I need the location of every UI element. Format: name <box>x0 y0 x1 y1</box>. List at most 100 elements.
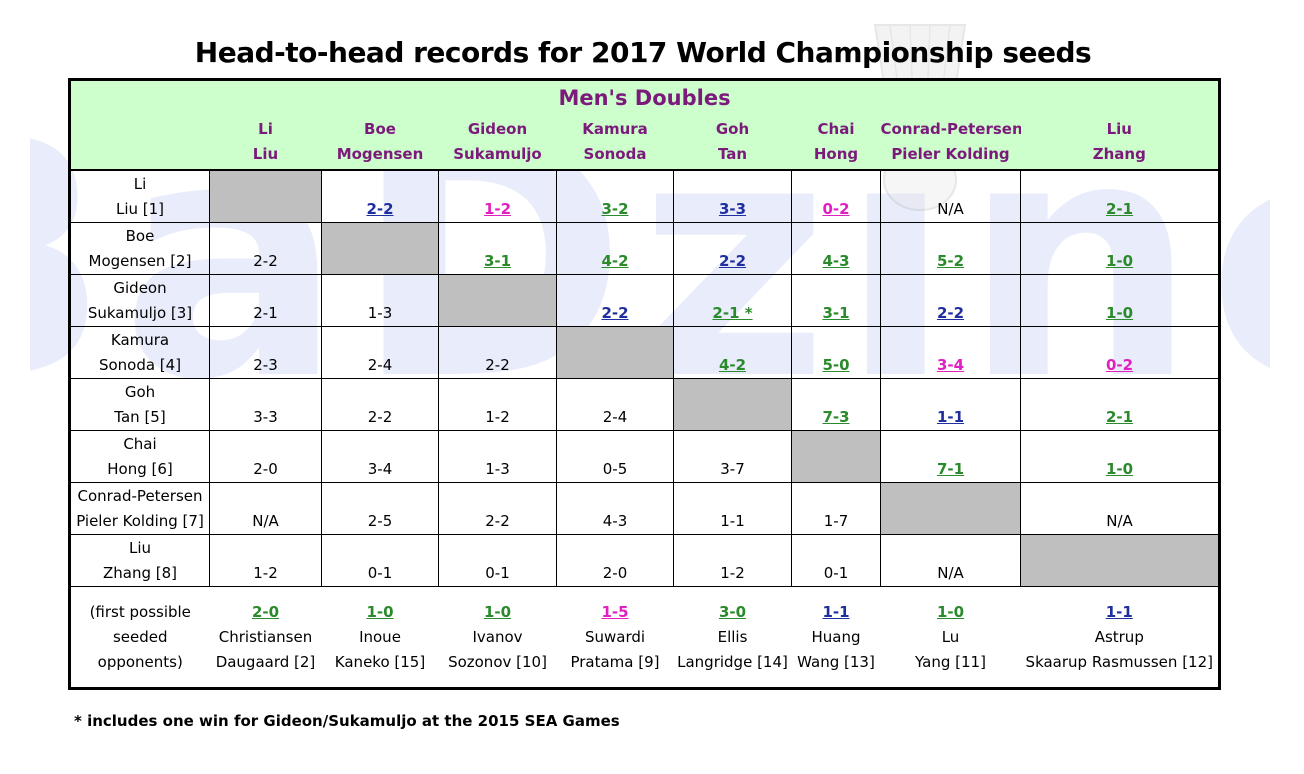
record-value: 5-2 <box>936 252 965 270</box>
cell-line: Goh <box>124 382 156 401</box>
cell-line: Liu [1] <box>115 199 165 218</box>
cell-line: Pratama [9] <box>570 652 660 671</box>
record-cell: 2-2 <box>209 222 322 275</box>
record-value: N/A <box>937 564 964 582</box>
cell-line: Ellis <box>717 627 748 646</box>
record-cell: 4-3 <box>791 222 881 275</box>
cell-line: Suwardi <box>584 627 646 646</box>
record-cell: 1-1 <box>880 378 1021 431</box>
record-value: 0-2 <box>1105 356 1134 374</box>
cell-line: Inoue <box>359 627 401 646</box>
cell-line: Li <box>258 120 273 138</box>
record-value: 2-1 * <box>712 304 753 322</box>
record-cell: 0-1 <box>321 534 439 587</box>
record-value: N/A <box>1106 512 1133 530</box>
cell-line: Boe <box>125 226 155 245</box>
opponent-cell: 2-0 Christiansen Daugaard [2] <box>209 586 322 689</box>
diagonal-cell <box>556 326 674 379</box>
column-header: Li Liu <box>209 115 322 171</box>
cell-line: Ivanov <box>472 627 523 646</box>
record-value: 2-1 <box>1105 200 1134 218</box>
diagonal-cell <box>880 482 1021 535</box>
cell-line: 1-0 <box>936 602 965 621</box>
record-cell: 1-2 <box>209 534 322 587</box>
record-cell: 2-2 <box>880 274 1021 327</box>
record-cell: 2-0 <box>209 430 322 483</box>
record-cell: 2-1 * <box>673 274 792 327</box>
column-header: Chai Hong <box>791 115 881 171</box>
record-cell: 2-3 <box>209 326 322 379</box>
record-cell: 3-4 <box>880 326 1021 379</box>
record-value: 0-1 <box>367 564 393 582</box>
record-value: 0-1 <box>823 564 849 582</box>
record-cell: 0-2 <box>1019 326 1221 379</box>
opponent-cell: 3-0 Ellis Langridge [14] <box>673 586 792 689</box>
cell-line: 1-0 <box>366 602 394 621</box>
record-value: 2-2 <box>253 252 278 270</box>
row-header: Chai Hong [6] <box>69 430 210 483</box>
record-value: 5-0 <box>822 356 850 374</box>
section-title: Men's Doubles <box>69 79 1220 115</box>
record-value: 0-2 <box>822 200 850 218</box>
diagonal-cell <box>791 430 881 483</box>
record-cell: 2-2 <box>438 326 557 379</box>
head-to-head-table: Men's Doubles Li Liu Boe Mogensen Gideon Sukam… <box>68 78 1222 690</box>
cell-line: Wang [13] <box>797 652 875 671</box>
cell-line: Gideon <box>467 120 528 138</box>
opponents-row: (first possible seeded opponents) 2-0 Christ… <box>69 586 1220 689</box>
cell-line: (first possible <box>89 602 191 621</box>
cell-line: Zhang [8] <box>102 563 178 582</box>
record-value: 2-2 <box>485 356 510 374</box>
opponents-label: (first possible seeded opponents) <box>69 586 210 689</box>
cell-line: Langridge [14] <box>677 652 788 671</box>
record-cell: 2-4 <box>321 326 439 379</box>
table-row: Gideon Sukamuljo [3] 2-1 1-3 2-2 2-1 * 3-1 2-2 1… <box>69 274 1221 327</box>
record-cell: 0-5 <box>556 430 674 483</box>
record-value: 7-1 <box>936 460 965 478</box>
record-value: 3-4 <box>936 356 965 374</box>
column-header: Liu Zhang <box>1020 115 1220 171</box>
table-row: Conrad-Petersen Pieler Kolding [7] N/A 2-5 2… <box>69 482 1221 535</box>
table-row: Goh Tan [5] 3-3 2-2 1-2 2-4 7-3 1-1 2-1 <box>69 378 1221 431</box>
record-cell: 2-2 <box>673 222 792 275</box>
record-value: 1-7 <box>823 512 849 530</box>
cell-line: Kamura <box>110 330 170 349</box>
record-value: 1-0 <box>1105 304 1134 322</box>
record-value: 1-0 <box>1105 460 1134 478</box>
cell-line: Lu <box>941 627 960 646</box>
record-value: 2-0 <box>602 564 628 582</box>
cell-line: Hong [6] <box>107 459 173 478</box>
record-cell: 4-2 <box>556 222 674 275</box>
record-cell: 1-7 <box>791 482 881 535</box>
page-title: Head-to-head records for 2017 World Cham… <box>194 36 1092 69</box>
record-cell: 4-2 <box>673 326 792 379</box>
record-cell: 2-1 <box>209 274 322 327</box>
column-header: Kamura Sonoda <box>556 115 674 171</box>
column-header: Gideon Sukamuljo <box>438 115 557 171</box>
record-value: 2-1 <box>253 304 278 322</box>
record-cell: 2-1 <box>1019 378 1221 431</box>
cell-line: Mogensen [2] <box>88 251 192 270</box>
record-cell: 0-1 <box>438 534 557 587</box>
record-value: 2-2 <box>718 252 747 270</box>
cell-line: 1-5 <box>601 602 629 621</box>
record-value: 1-1 <box>720 512 745 530</box>
cell-line: Liu <box>1106 120 1132 138</box>
column-header: Goh Tan <box>673 115 792 171</box>
row-header: Kamura Sonoda [4] <box>69 326 210 379</box>
row-header: Boe Mogensen [2] <box>69 222 210 275</box>
record-value: 1-0 <box>1105 252 1134 270</box>
opponent-cell: 1-0 Ivanov Sozonov [10] <box>438 586 557 689</box>
record-cell: 1-0 <box>1019 222 1221 275</box>
cell-line: Li <box>133 174 147 193</box>
row-header: Goh Tan [5] <box>69 378 210 431</box>
record-value: 1-2 <box>253 564 278 582</box>
opponent-cell: 1-0 Lu Yang [11] <box>880 586 1021 689</box>
record-cell: 5-0 <box>791 326 881 379</box>
cell-line: Chai <box>123 434 157 453</box>
cell-line: Sukamuljo <box>453 145 542 163</box>
record-cell: 3-7 <box>673 430 792 483</box>
record-value: 4-3 <box>822 252 850 270</box>
cell-line: opponents) <box>97 652 183 671</box>
cell-line: Boe <box>364 120 396 138</box>
